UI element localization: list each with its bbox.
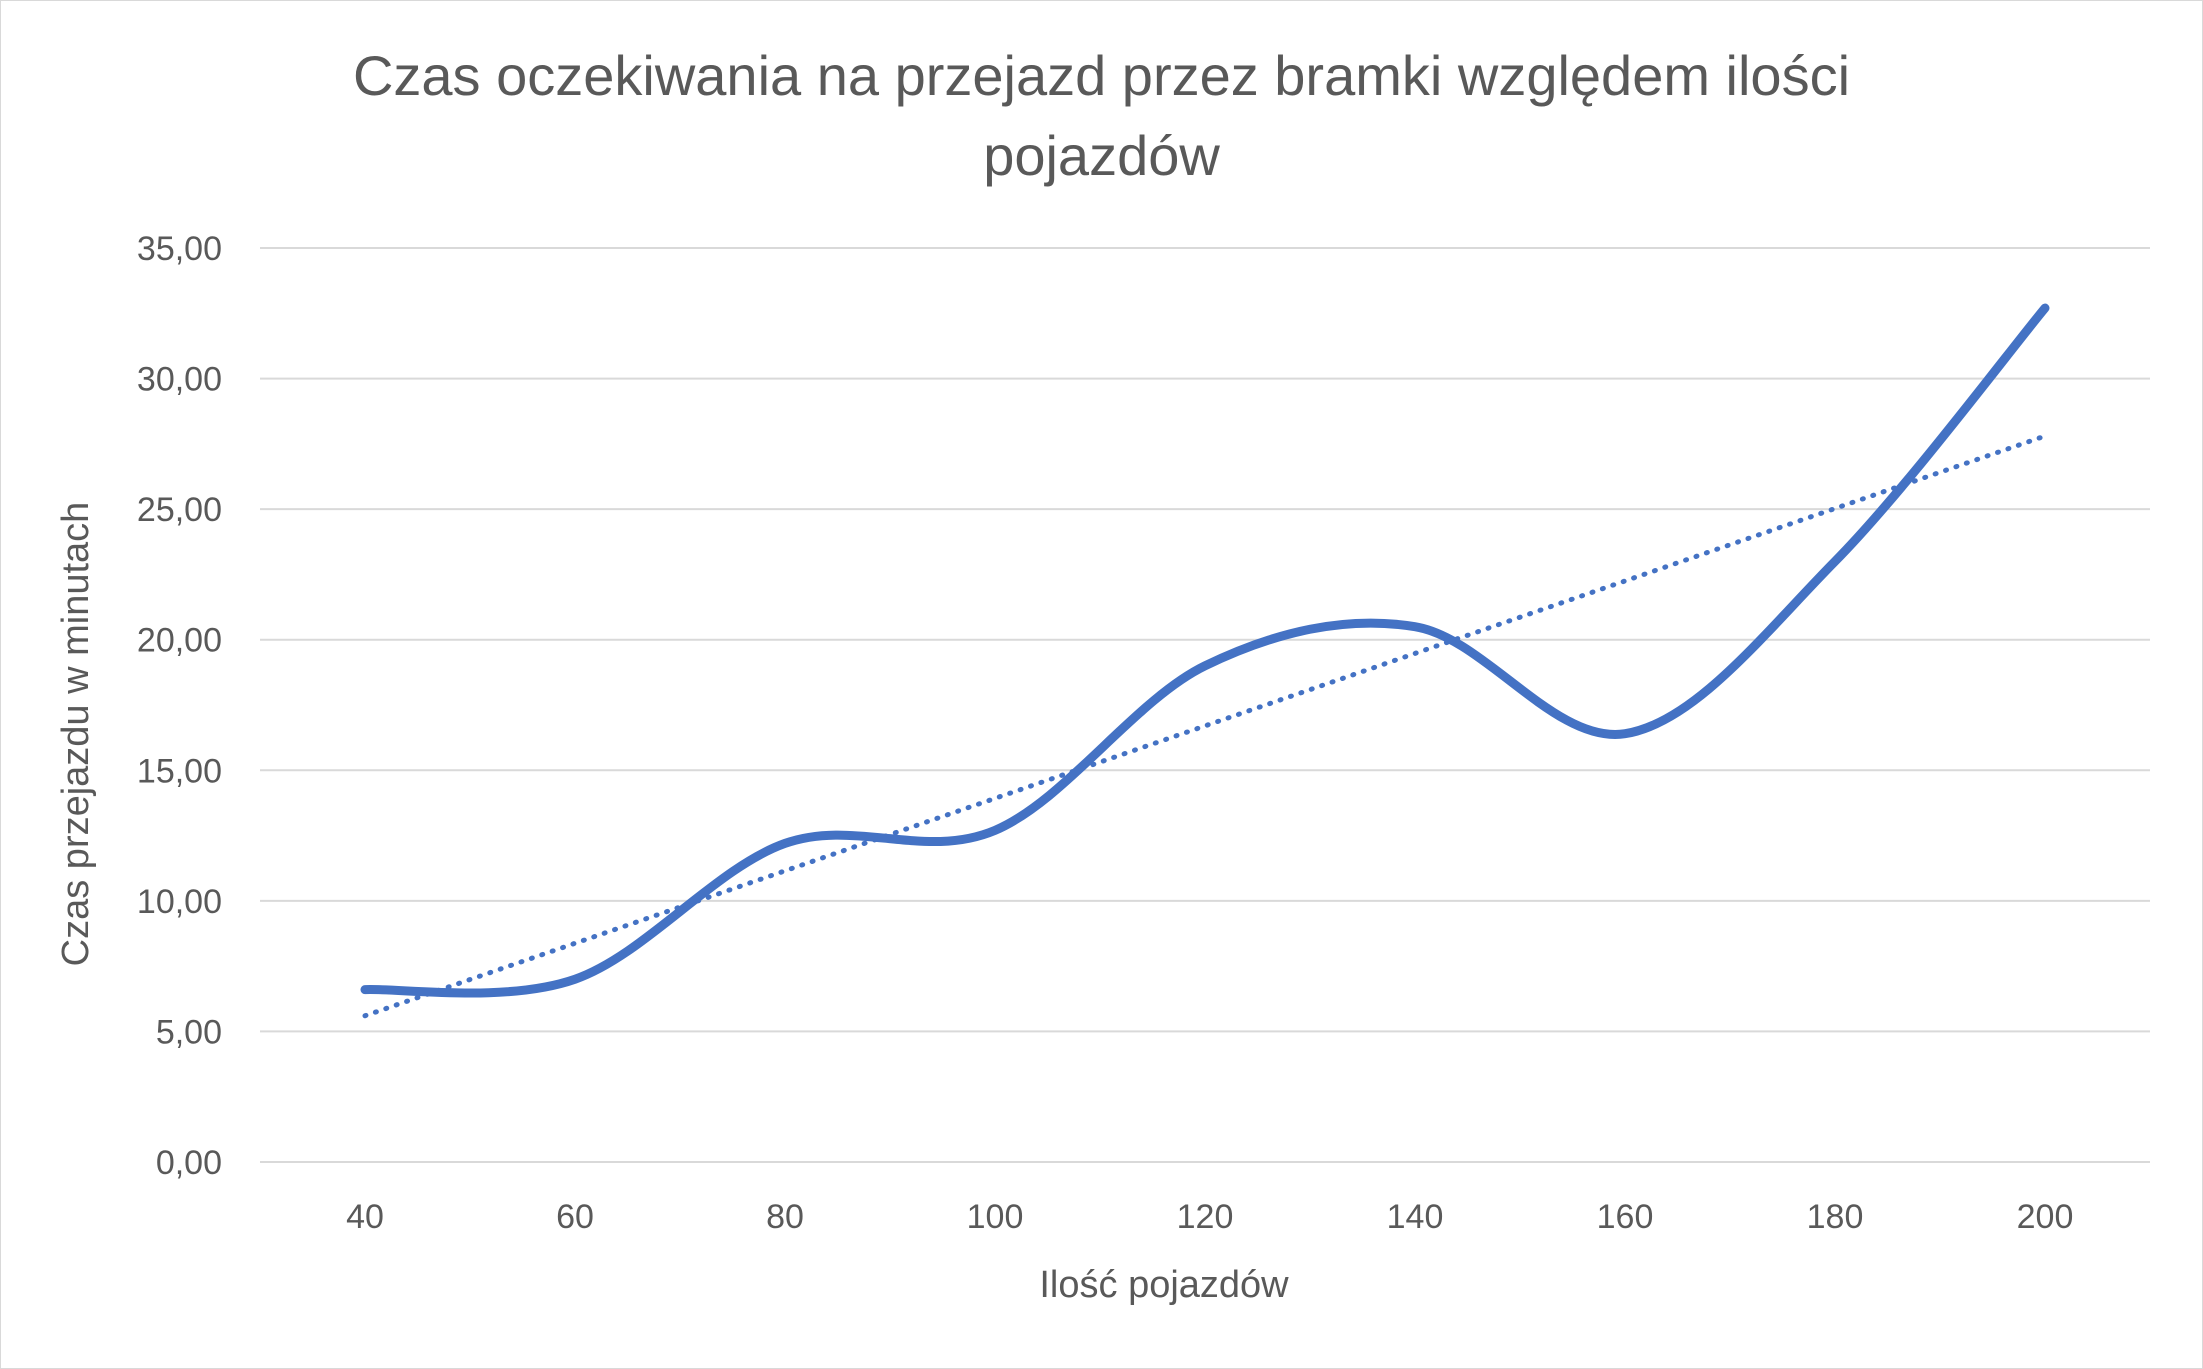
x-tick-label: 180 xyxy=(1807,1198,1864,1236)
x-tick-label: 40 xyxy=(346,1198,384,1236)
x-tick-label: 120 xyxy=(1177,1198,1234,1236)
x-tick-label: 100 xyxy=(967,1198,1024,1236)
y-tick-label: 15,00 xyxy=(137,752,222,790)
x-tick-label: 140 xyxy=(1387,1198,1444,1236)
series-line xyxy=(360,303,2050,998)
x-axis-ticks: 40 60 80 100 120 140 160 180 200 xyxy=(346,1198,2073,1236)
chart-title: Czas oczekiwania na przejazd przez bramk… xyxy=(0,36,2203,196)
x-tick-label: 60 xyxy=(556,1198,594,1236)
gridlines xyxy=(260,247,2150,1163)
y-tick-label: 25,00 xyxy=(137,491,222,529)
linear-trendline xyxy=(362,433,2048,1019)
x-tick-label: 200 xyxy=(2017,1198,2074,1236)
x-axis-label: Ilość pojazdów xyxy=(1039,1264,1289,1306)
y-tick-label: 30,00 xyxy=(137,361,222,399)
y-axis-ticks: 0,00 5,00 10,00 15,00 20,00 25,00 30,00 35,00 xyxy=(137,230,222,1182)
x-tick-label: 80 xyxy=(766,1198,804,1236)
y-tick-label: 20,00 xyxy=(137,622,222,660)
y-tick-label: 35,00 xyxy=(137,230,222,268)
y-tick-label: 5,00 xyxy=(156,1013,222,1051)
x-tick-label: 160 xyxy=(1597,1198,1654,1236)
chart-title-line-1: Czas oczekiwania na przejazd przez bramk… xyxy=(352,44,1851,107)
chart-title-line-2: pojazdów xyxy=(983,124,1220,187)
trendline-layer xyxy=(362,433,2048,1019)
series-layer xyxy=(360,303,2050,998)
y-tick-label: 0,00 xyxy=(156,1144,222,1182)
y-axis-label: Czas przejazdu w minutach xyxy=(55,502,97,967)
y-tick-label: 10,00 xyxy=(137,883,222,921)
